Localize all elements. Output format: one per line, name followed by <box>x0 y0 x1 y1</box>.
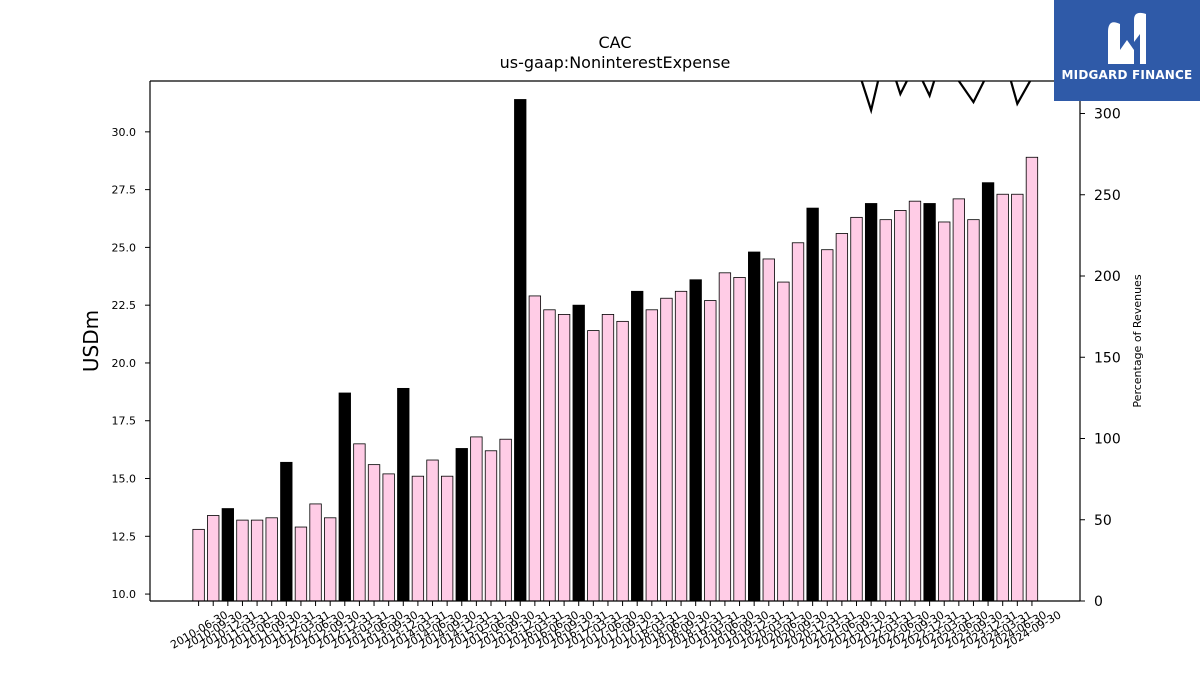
y-tick-label: 10.0 <box>112 588 137 601</box>
bar <box>806 207 819 602</box>
bar <box>967 219 980 602</box>
bar <box>514 99 527 602</box>
y2-tick-label: 50 <box>1094 513 1112 529</box>
bar <box>280 461 293 602</box>
bar <box>981 182 995 602</box>
bar <box>557 314 571 602</box>
y2-tick-label: 150 <box>1094 350 1121 366</box>
bar <box>674 290 688 602</box>
bar <box>294 526 308 602</box>
y2-tick-label: 300 <box>1094 107 1121 123</box>
chart-title: CAC <box>598 33 631 52</box>
bar <box>470 436 483 602</box>
bar <box>543 309 556 602</box>
bar <box>835 233 849 602</box>
y2-tick-label: 100 <box>1094 432 1121 448</box>
percentage-line <box>860 81 1032 115</box>
bar <box>192 528 205 602</box>
y-tick-label: 27.5 <box>112 184 137 197</box>
bar <box>894 210 907 602</box>
bar <box>367 464 381 602</box>
bar <box>601 314 615 602</box>
secondary-y-axis-label: Percentage of Revenues <box>1131 274 1144 407</box>
y-tick-label: 30.0 <box>112 126 137 139</box>
bar <box>587 330 600 602</box>
y2-tick-label: 0 <box>1094 594 1103 610</box>
y-tick-label: 20.0 <box>112 357 137 370</box>
bar <box>440 475 454 602</box>
chart-subtitle: us-gaap:NoninterestExpense <box>500 53 731 72</box>
y-tick-label: 12.5 <box>112 530 137 543</box>
bar <box>1011 193 1024 602</box>
bar <box>631 290 644 602</box>
bar <box>397 387 410 602</box>
y-tick-label: 22.5 <box>112 299 137 312</box>
bar <box>748 251 761 602</box>
bar <box>996 193 1009 602</box>
y-tick-label: 17.5 <box>112 415 137 428</box>
bar <box>952 198 965 602</box>
bar <box>645 309 658 602</box>
bar <box>616 320 629 602</box>
midgard-logo-icon <box>1108 12 1146 64</box>
bar <box>236 519 249 602</box>
midgard-finance-logo: MIDGARD FINANCE <box>1054 0 1200 101</box>
bar <box>338 392 351 602</box>
bar <box>353 443 366 602</box>
bar <box>762 258 775 602</box>
bar <box>455 448 468 602</box>
bar <box>411 475 425 602</box>
bar <box>572 304 585 602</box>
bar <box>879 219 892 602</box>
bar <box>426 459 439 602</box>
bar <box>718 272 732 602</box>
bar <box>908 200 922 602</box>
bar <box>864 203 878 602</box>
bar <box>499 438 512 602</box>
bar <box>733 277 746 602</box>
plot-content: 10.0 12.5 15.0 17.5 20.0 22.5 25.0 27.5 30.0 0 50 1… <box>112 80 1121 652</box>
y2-tick-label: 200 <box>1094 269 1121 285</box>
bar <box>528 295 542 602</box>
y-tick-label: 25.0 <box>112 241 137 254</box>
bar <box>704 300 717 602</box>
bar <box>309 503 322 602</box>
bar <box>850 216 863 602</box>
y2-tick-label: 250 <box>1094 188 1121 204</box>
bar <box>382 473 395 602</box>
bar <box>660 297 673 602</box>
bar <box>1025 156 1039 602</box>
bar <box>484 450 498 602</box>
bar <box>265 517 278 602</box>
bar <box>791 242 805 602</box>
y-tick-label: 15.0 <box>112 473 137 486</box>
bar <box>221 508 234 602</box>
bar <box>821 249 834 602</box>
y-axis-label: USDm <box>79 310 103 372</box>
bar <box>324 517 337 602</box>
logo-text: MIDGARD FINANCE <box>1061 68 1193 82</box>
bar <box>938 221 951 602</box>
bar <box>777 281 790 602</box>
bar <box>207 515 220 602</box>
bar <box>923 203 936 602</box>
bar <box>250 519 264 602</box>
bar <box>689 279 702 602</box>
